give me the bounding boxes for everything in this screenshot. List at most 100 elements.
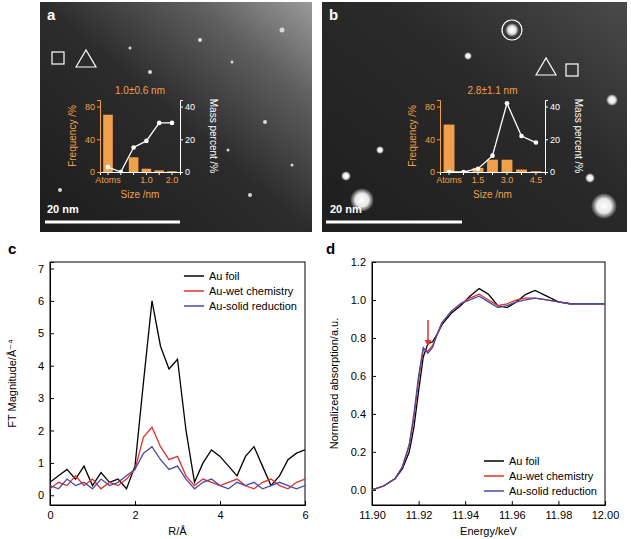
x-axis-tick-label: 2.0: [166, 175, 179, 185]
y-axis-tick-mark: [437, 139, 440, 140]
line-marker: [106, 165, 111, 170]
x-axis-tick-mark: [465, 501, 466, 505]
y-axis-tick-mark: [372, 414, 376, 415]
y-axis-tick-label: 2: [38, 425, 44, 437]
x-axis-tick: Atoms: [95, 172, 121, 185]
y-axis-tick-label: 40: [425, 135, 435, 145]
line-marker: [534, 140, 539, 145]
x-axis-tick: 12.00: [592, 501, 620, 521]
y-axis: 04080: [85, 101, 101, 178]
y2-axis-tick: 20: [180, 135, 195, 145]
x-axis-tick: 6: [302, 501, 308, 521]
bar: [531, 171, 542, 173]
x-axis-tick: 2.0: [166, 172, 179, 185]
y-axis-tick: 0.4: [351, 408, 376, 420]
x-axis-tick-label: Atoms: [95, 175, 121, 185]
x-axis-tick-mark: [133, 172, 134, 175]
panel-letter: c: [8, 240, 16, 257]
y-axis-title: Frequency /%: [67, 105, 78, 167]
marker-square: [566, 64, 578, 76]
y2-axis-tick-mark: [180, 139, 183, 140]
x-axis-tick-mark: [512, 501, 513, 505]
x-axis-tick-mark: [135, 501, 136, 505]
y-axis-tick-mark: [97, 107, 100, 108]
bar: [502, 160, 513, 172]
y2-axis-tick-label: 40: [550, 102, 560, 112]
y-axis-tick-mark: [50, 366, 54, 367]
particle: [58, 188, 62, 192]
legend-label: Au-solid reduction: [209, 300, 297, 312]
line-marker: [505, 101, 510, 106]
x-axis-tick-mark: [605, 501, 606, 505]
y2-axis-tick: 0: [545, 167, 555, 177]
y-axis-tick-label: 7: [38, 263, 44, 275]
annotation-arrow-head: [425, 340, 432, 346]
legend-swatch: [184, 290, 204, 292]
x-axis-tick-label: 2: [132, 509, 138, 521]
plot-marks: [444, 101, 542, 173]
y-axis-tick-label: 5: [38, 327, 44, 339]
y-axis-tick-mark: [50, 268, 54, 269]
line: [372, 289, 605, 490]
scale-bar-label: 20 nm: [47, 203, 79, 215]
annotation: 1.0±0.6 nm: [115, 85, 165, 96]
y2-axis-tick: 20: [545, 135, 560, 145]
plot-frame: [50, 262, 305, 505]
bar: [142, 169, 152, 172]
bar: [129, 157, 139, 172]
x-axis-tick: 1.0: [140, 172, 153, 185]
x-axis-tick: [492, 172, 493, 175]
line-marker: [119, 170, 124, 173]
x-axis-tick-label: 4: [217, 509, 223, 521]
y-axis-tick: 40: [425, 135, 440, 145]
y2-axis-tick-label: 20: [185, 135, 195, 145]
y-axis-tick-mark: [50, 333, 54, 334]
y-axis-tick-label: 80: [425, 102, 435, 112]
marker-circle: [502, 20, 522, 40]
x-axis-tick: Atoms: [436, 172, 462, 185]
x-axis-tick: 11.96: [499, 501, 526, 521]
line: [372, 294, 605, 490]
x-axis-tick: [521, 172, 522, 175]
y-axis-tick-mark: [50, 301, 54, 302]
y2-axis-tick-label: 20: [550, 135, 560, 145]
y-axis-tick-mark: [50, 463, 54, 464]
y-axis-tick-label: 40: [85, 135, 95, 145]
y-axis-tick-mark: [372, 300, 376, 301]
legend-entry: Au foil: [184, 270, 240, 282]
line: [50, 447, 305, 489]
y-axis-tick-label: 1: [38, 457, 44, 469]
y-axis-tick-label: 4: [38, 360, 44, 372]
y-axis-tick: 0.2: [351, 446, 376, 458]
y-axis-tick-label: 0.4: [351, 408, 366, 420]
legend-label: Au foil: [209, 270, 240, 282]
plot-marks: [103, 115, 177, 173]
y2-axis-tick: 40: [180, 102, 195, 112]
x-axis-tick: 4: [217, 501, 223, 521]
y2-axis: 0 20 40: [545, 101, 560, 178]
particle: [231, 61, 234, 64]
scale-bar: [45, 221, 180, 224]
y-axis: 04080: [425, 101, 441, 178]
y-axis-tick: 0.8: [351, 332, 376, 344]
particle: [129, 47, 132, 50]
x-axis-title: Energy/keV: [460, 525, 518, 537]
y2-axis-tick-mark: [545, 172, 548, 173]
y-axis-tick: 4: [38, 360, 54, 372]
x-axis-tick-label: 11.92: [406, 509, 433, 521]
legend-entry: Au foil: [484, 455, 540, 467]
nanoparticle: [464, 52, 472, 60]
y-axis-tick-mark: [97, 172, 100, 173]
plot-marks: [50, 301, 305, 489]
y-axis-tick-mark: [50, 495, 54, 496]
y-axis: 01234567: [38, 263, 54, 506]
y2-axis-tick-label: 0: [550, 167, 555, 177]
particle: [227, 149, 230, 152]
x-axis-tick: [133, 172, 134, 175]
y-axis-tick-mark: [50, 398, 54, 399]
particle: [248, 193, 252, 197]
x-axis-tick-label: 12.00: [592, 509, 620, 521]
legend-swatch: [484, 475, 504, 477]
micrograph-background: [40, 2, 312, 232]
nanoparticle: [585, 173, 595, 183]
